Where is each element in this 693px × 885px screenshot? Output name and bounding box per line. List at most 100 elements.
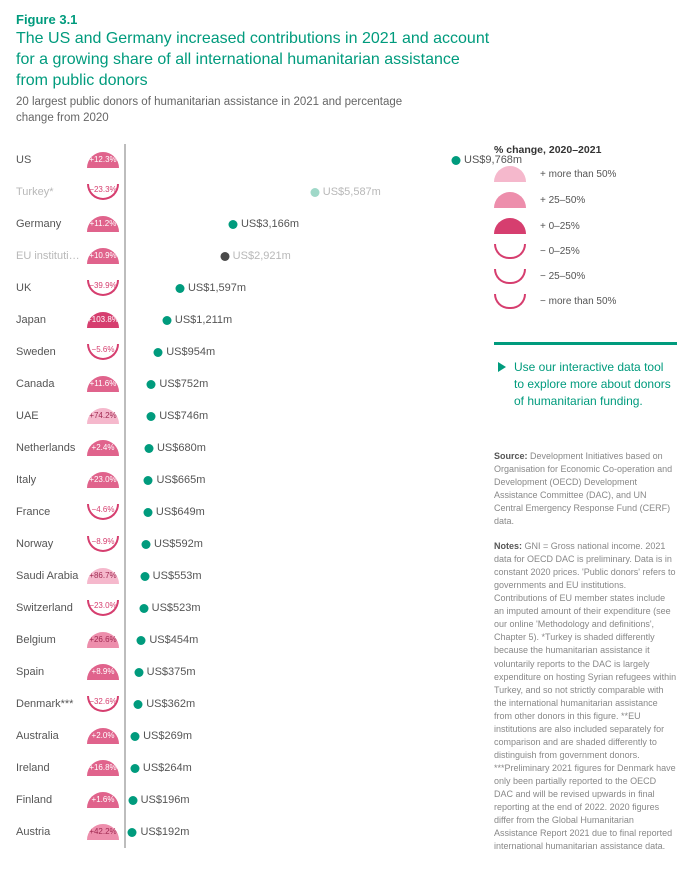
pct-badge: −23.0%	[86, 600, 120, 616]
bar-area: US$680m	[124, 432, 466, 464]
chart-row: Sweden−5.6%US$954m	[16, 336, 466, 368]
donor-label: Norway	[16, 538, 86, 550]
legend-row: + 0–25%	[494, 218, 677, 234]
callout-box[interactable]: Use our interactive data tool to explore…	[494, 342, 677, 423]
pct-badge: +26.6%	[86, 632, 120, 648]
source-label: Source:	[494, 451, 528, 461]
chart-row: UK−39.9%US$1,597m	[16, 272, 466, 304]
bar-area: US$592m	[124, 528, 466, 560]
bar-area: US$553m	[124, 560, 466, 592]
bar-area: US$375m	[124, 656, 466, 688]
donor-label: France	[16, 506, 86, 518]
source-text: Development Initiatives based on Organis…	[494, 451, 672, 526]
source-block: Source: Development Initiatives based on…	[494, 450, 677, 528]
value-label: US$269m	[143, 730, 192, 742]
figure-title: The US and Germany increased contributio…	[16, 29, 496, 91]
donor-label: Netherlands	[16, 442, 86, 454]
pct-badge: +12.3%	[86, 152, 120, 168]
donor-label: Sweden	[16, 346, 86, 358]
chart-row: Italy+23.0% US$665m	[16, 464, 466, 496]
callout-text: Use our interactive data tool to explore…	[514, 359, 671, 409]
value-label: US$1,597m	[188, 282, 246, 294]
bar-area: US$1,597m	[124, 272, 466, 304]
bar-area: US$362m	[124, 688, 466, 720]
value-dot	[310, 188, 319, 197]
value-label: US$192m	[140, 826, 189, 838]
value-dot	[228, 220, 237, 229]
chart-row: Australia+2.0%US$269m	[16, 720, 466, 752]
chart-row: Finland+1.6%US$196m	[16, 784, 466, 816]
donor-label: UAE	[16, 410, 86, 422]
value-label: US$523m	[152, 602, 201, 614]
bar-area: US$1,211m	[124, 304, 466, 336]
value-label: US$665m	[156, 474, 205, 486]
value-label: US$375m	[147, 666, 196, 678]
figure-label: Figure 3.1	[16, 12, 677, 27]
donor-label: Australia	[16, 730, 86, 742]
pct-badge: −32.6%	[86, 696, 120, 712]
value-dot	[134, 668, 143, 677]
donor-label: Turkey*	[16, 186, 86, 198]
notes-label: Notes:	[494, 541, 522, 551]
chart-row: EU institutions**+10.9%US$2,921m	[16, 240, 466, 272]
donor-label: Canada	[16, 378, 86, 390]
value-label: US$592m	[154, 538, 203, 550]
donor-label: Italy	[16, 474, 86, 486]
value-dot	[137, 636, 146, 645]
bar-area: US$752m	[124, 368, 466, 400]
donor-label: Germany	[16, 218, 86, 230]
legend-label: + more than 50%	[540, 169, 616, 180]
donor-label: Denmark***	[16, 698, 86, 710]
figure-header: Figure 3.1 The US and Germany increased …	[16, 12, 677, 126]
pct-badge: −5.6%	[86, 344, 120, 360]
chart-row: US+12.3%US$9,768m	[16, 144, 466, 176]
chart-row: Ireland+16.8%US$264m	[16, 752, 466, 784]
legend-swatch	[494, 166, 526, 182]
value-dot	[144, 444, 153, 453]
legend-swatch	[494, 294, 526, 309]
value-label: US$1,211m	[175, 314, 232, 326]
donor-label: Switzerland	[16, 602, 86, 614]
legend-row: + 25–50%	[494, 192, 677, 208]
value-dot	[130, 764, 139, 773]
pct-badge: +74.2%	[86, 408, 120, 424]
bar-area: US$192m	[124, 816, 466, 848]
pct-badge: +23.0%	[86, 472, 120, 488]
chart-row: Turkey*−23.3%US$5,587m	[16, 176, 466, 208]
pct-badge: −4.6%	[86, 504, 120, 520]
pct-badge: −8.9%	[86, 536, 120, 552]
value-label: US$5,587m	[323, 186, 381, 198]
chart-row: Japan+103.8%US$1,211m	[16, 304, 466, 336]
donor-label: Japan	[16, 314, 86, 326]
chart-row: Switzerland−23.0% US$523m	[16, 592, 466, 624]
bar-area: US$454m	[124, 624, 466, 656]
bar-area: US$665m	[124, 464, 466, 496]
value-dot	[175, 284, 184, 293]
donor-label: Ireland	[16, 762, 86, 774]
legend-row: − 0–25%	[494, 244, 677, 259]
chart-row: Denmark***−32.6% US$362m	[16, 688, 466, 720]
chart-row: Norway−8.9% US$592m	[16, 528, 466, 560]
bar-area: US$264m	[124, 752, 466, 784]
chart-row: Canada+11.6%US$752m	[16, 368, 466, 400]
value-label: US$3,166m	[241, 218, 299, 230]
value-dot	[147, 380, 156, 389]
play-icon	[498, 362, 506, 372]
value-label: US$264m	[143, 762, 192, 774]
donor-chart: US+12.3%US$9,768mTurkey*−23.3%US$5,587m G…	[16, 144, 466, 848]
legend-swatch	[494, 218, 526, 234]
donor-label: US	[16, 154, 86, 166]
value-dot	[131, 732, 140, 741]
legend-swatch	[494, 244, 526, 259]
value-dot	[452, 156, 461, 165]
pct-badge: +1.6%	[86, 792, 120, 808]
chart-row: France−4.6%US$649m	[16, 496, 466, 528]
value-dot	[139, 604, 148, 613]
pct-badge: +11.6%	[86, 376, 120, 392]
value-dot	[144, 476, 153, 485]
value-label: US$362m	[146, 698, 195, 710]
pct-badge: +11.2%	[86, 216, 120, 232]
notes-block: Notes: GNI = Gross national income. 2021…	[494, 540, 677, 853]
value-label: US$553m	[153, 570, 202, 582]
donor-label: UK	[16, 282, 86, 294]
